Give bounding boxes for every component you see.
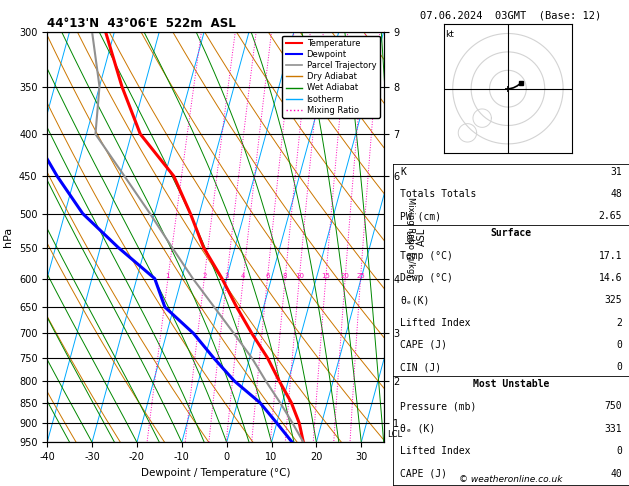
Text: 17.1: 17.1 <box>598 251 622 260</box>
Text: 40: 40 <box>610 469 622 479</box>
Text: θₑ (K): θₑ (K) <box>400 424 435 434</box>
Text: 4: 4 <box>241 273 245 278</box>
Text: CAPE (J): CAPE (J) <box>400 469 447 479</box>
Y-axis label: hPa: hPa <box>3 227 13 247</box>
Text: Most Unstable: Most Unstable <box>473 379 549 389</box>
Text: 0: 0 <box>616 446 622 456</box>
Text: 0: 0 <box>616 362 622 372</box>
Text: 0: 0 <box>616 340 622 350</box>
Text: 3: 3 <box>225 273 229 278</box>
Text: 8: 8 <box>283 273 287 278</box>
Text: LCL: LCL <box>387 430 402 439</box>
Text: 750: 750 <box>604 401 622 412</box>
Text: 15: 15 <box>321 273 330 278</box>
Text: 20: 20 <box>341 273 350 278</box>
Text: Totals Totals: Totals Totals <box>400 189 477 199</box>
Text: 2: 2 <box>616 318 622 328</box>
Text: Mixing Ratio (g/kg): Mixing Ratio (g/kg) <box>406 197 415 277</box>
X-axis label: Dewpoint / Temperature (°C): Dewpoint / Temperature (°C) <box>141 468 290 478</box>
Text: 14.6: 14.6 <box>598 273 622 283</box>
Text: 325: 325 <box>604 295 622 305</box>
Y-axis label: km
ASL: km ASL <box>405 228 427 246</box>
Text: Lifted Index: Lifted Index <box>400 318 470 328</box>
Text: 31: 31 <box>610 167 622 177</box>
Text: 6: 6 <box>265 273 270 278</box>
Text: 44°13'N  43°06'E  522m  ASL: 44°13'N 43°06'E 522m ASL <box>47 17 236 31</box>
Legend: Temperature, Dewpoint, Parcel Trajectory, Dry Adiabat, Wet Adiabat, Isotherm, Mi: Temperature, Dewpoint, Parcel Trajectory… <box>282 36 379 118</box>
Text: 1: 1 <box>165 273 170 278</box>
Text: K: K <box>400 167 406 177</box>
Text: © weatheronline.co.uk: © weatheronline.co.uk <box>459 474 563 484</box>
Text: 331: 331 <box>604 424 622 434</box>
Text: 2.65: 2.65 <box>598 211 622 222</box>
Text: 48: 48 <box>610 189 622 199</box>
Text: CIN (J): CIN (J) <box>400 362 442 372</box>
Text: kt: kt <box>445 30 454 39</box>
Text: Pressure (mb): Pressure (mb) <box>400 401 477 412</box>
Text: Lifted Index: Lifted Index <box>400 446 470 456</box>
Text: θₑ(K): θₑ(K) <box>400 295 430 305</box>
Text: CAPE (J): CAPE (J) <box>400 340 447 350</box>
Text: 10: 10 <box>295 273 304 278</box>
Text: 2: 2 <box>202 273 206 278</box>
Text: Temp (°C): Temp (°C) <box>400 251 453 260</box>
Text: PW (cm): PW (cm) <box>400 211 442 222</box>
Text: 07.06.2024  03GMT  (Base: 12): 07.06.2024 03GMT (Base: 12) <box>420 11 602 21</box>
Text: Dewp (°C): Dewp (°C) <box>400 273 453 283</box>
Text: Surface: Surface <box>491 228 532 238</box>
Text: 25: 25 <box>356 273 365 278</box>
